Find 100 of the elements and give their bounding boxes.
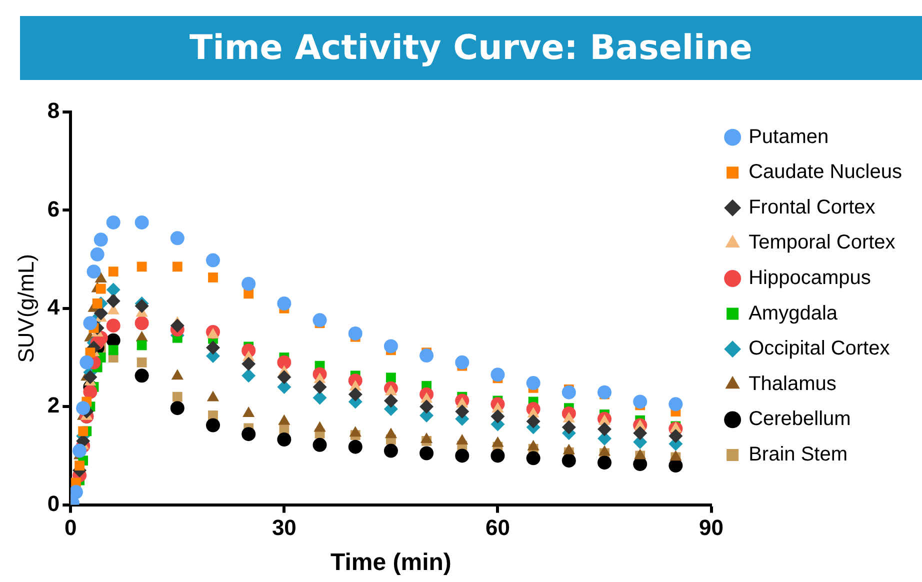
point — [633, 394, 648, 409]
point — [136, 357, 147, 368]
x-tick-label: 60 — [485, 515, 510, 540]
point — [86, 264, 101, 279]
point — [83, 316, 98, 330]
point — [83, 384, 98, 399]
point — [80, 355, 94, 370]
point — [72, 444, 87, 458]
point — [134, 316, 149, 330]
point — [526, 451, 540, 466]
point — [668, 397, 683, 412]
point — [92, 298, 102, 308]
y-tick-label: 2 — [47, 392, 60, 418]
point — [348, 326, 362, 340]
point — [106, 215, 120, 230]
point — [108, 345, 118, 356]
point — [312, 380, 327, 394]
point — [490, 409, 505, 424]
point — [455, 448, 470, 463]
point — [562, 420, 576, 434]
legend-label: Cerebellum — [748, 408, 851, 430]
point — [172, 392, 182, 402]
chart-title: Time Activity Curve: Baseline — [20, 16, 922, 80]
point — [277, 355, 292, 370]
point — [134, 298, 149, 313]
point — [490, 368, 505, 382]
point — [668, 458, 683, 473]
legend-label: Amygdala — [748, 302, 838, 324]
point — [94, 232, 108, 247]
x-axis-title: Time (min) — [330, 549, 452, 576]
legend-label: Putamen — [748, 126, 829, 148]
point — [83, 370, 98, 384]
point — [106, 294, 120, 308]
point — [633, 457, 648, 472]
legend-label: Thalamus — [748, 372, 836, 395]
point — [208, 272, 218, 282]
point — [206, 418, 220, 432]
point — [206, 253, 220, 268]
point — [206, 340, 220, 355]
point — [420, 400, 434, 414]
legend-label: Hippocampus — [748, 267, 871, 290]
point — [420, 348, 434, 363]
point — [74, 460, 84, 470]
point — [526, 414, 540, 428]
point — [312, 390, 327, 405]
point — [384, 394, 398, 408]
point — [277, 296, 292, 310]
point — [96, 284, 106, 294]
x-tick-label: 90 — [699, 515, 724, 540]
point — [172, 262, 182, 272]
point — [562, 385, 576, 400]
point — [386, 372, 396, 383]
point — [76, 401, 90, 416]
legend-label: Frontal Cortex — [748, 196, 876, 218]
point — [633, 426, 648, 440]
legend-label: Brain Stem — [748, 444, 848, 466]
point — [312, 313, 327, 328]
legend-label: Temporal Cortex — [748, 232, 896, 254]
point — [598, 456, 612, 470]
y-tick-label: 6 — [47, 196, 60, 222]
point — [170, 318, 184, 333]
legend-label: Occipital Cortex — [748, 338, 890, 360]
point — [242, 356, 256, 371]
legend-label: Caudate Nucleus — [748, 161, 902, 184]
point — [598, 385, 612, 400]
point — [136, 340, 147, 350]
point — [94, 306, 108, 320]
point — [348, 387, 362, 402]
point — [108, 266, 118, 277]
y-tick-label: 8 — [47, 98, 60, 124]
point — [668, 429, 683, 444]
y-axis-title: SUV(g/mL) — [13, 254, 38, 363]
point — [348, 440, 362, 454]
point — [242, 427, 256, 442]
point — [420, 446, 434, 460]
point — [78, 426, 88, 436]
point — [490, 448, 505, 463]
point — [277, 432, 292, 446]
point — [526, 376, 540, 390]
point — [242, 276, 256, 291]
x-tick-label: 0 — [64, 515, 77, 540]
point — [455, 404, 470, 419]
y-tick-label: 0 — [47, 490, 60, 516]
point — [455, 355, 470, 370]
point — [170, 401, 184, 416]
y-tick-label: 4 — [47, 294, 60, 320]
point — [106, 318, 120, 333]
point — [598, 422, 612, 436]
point — [170, 231, 184, 246]
point — [312, 438, 327, 452]
point — [134, 215, 149, 230]
point — [90, 247, 104, 262]
point — [242, 368, 256, 383]
point — [134, 368, 149, 383]
point — [136, 262, 147, 272]
point — [384, 339, 398, 354]
x-tick-label: 30 — [272, 515, 296, 540]
point — [106, 282, 120, 297]
point — [384, 444, 398, 458]
point — [562, 454, 576, 468]
